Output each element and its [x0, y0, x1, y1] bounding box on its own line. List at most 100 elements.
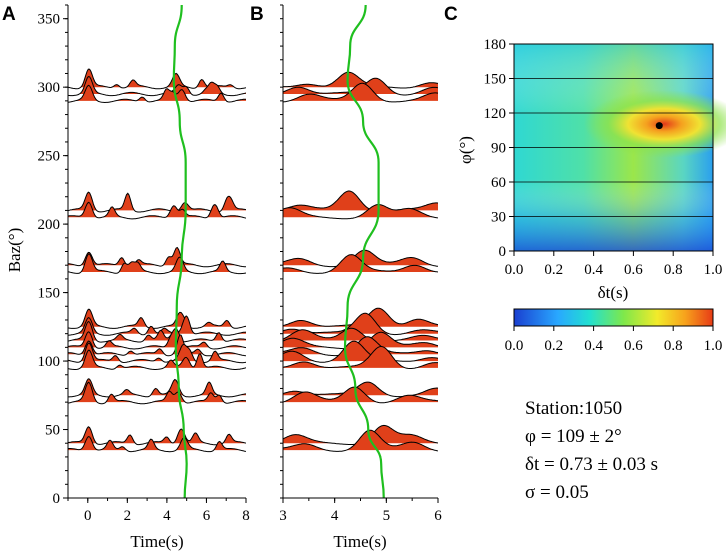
panel-b-fast-curve: [343, 5, 385, 498]
y-tick-label: 50: [45, 423, 60, 439]
trace-line: [68, 246, 246, 268]
sigma-value: σ = 0.05: [525, 482, 589, 503]
trace-line: [68, 308, 246, 329]
phi-value: φ = 109 ± 2°: [525, 426, 622, 447]
trace-line: [68, 315, 246, 336]
panel-a: 0 2 4 6 8 0 50 100 150 200 250 300 350 Baz(°) Time(s…: [5, 4, 250, 551]
station-label: Station:1050: [525, 398, 622, 419]
trace-line: [68, 320, 246, 343]
trace-fill: [68, 202, 246, 218]
colorbar-ticks: 0.0 0.2 0.4 0.6 0.8 1.0: [505, 326, 723, 354]
x-tick-label: 0.6: [624, 262, 643, 278]
trace-line: [283, 203, 438, 220]
trace-fill: [283, 328, 438, 341]
trace-fill: [283, 382, 438, 396]
trace-fill: [283, 250, 438, 266]
y-tick-label: 60: [491, 175, 506, 191]
stats-block: Station:1050 φ = 109 ± 2° δt = 0.73 ± 0.…: [525, 398, 658, 503]
x-tick-label: 6: [434, 508, 442, 524]
trace-line: [283, 386, 438, 404]
trace-line: [283, 71, 438, 89]
trace-fill: [68, 85, 246, 101]
trace-line: [68, 84, 246, 104]
x-tick-label: 1.0: [704, 262, 723, 278]
y-tick-label: 150: [484, 72, 507, 88]
y-tick-label: 180: [484, 37, 507, 53]
y-tick-label: 0: [499, 244, 507, 260]
y-tick-label: 0: [53, 491, 61, 507]
trace-fill: [68, 436, 246, 451]
colorbar-tick-label: 0.2: [544, 338, 563, 354]
panel-letter-a: A: [2, 4, 16, 25]
y-tick-label: 100: [38, 354, 61, 370]
trace-line: [283, 346, 438, 369]
trace-fill: [68, 378, 246, 396]
dt-value: δt = 0.73 ± 0.03 s: [525, 454, 658, 475]
y-tick-label: 30: [491, 210, 506, 226]
trace-line: [68, 349, 246, 370]
colorbar-tick-label: 0.6: [624, 338, 643, 354]
trace-line: [68, 381, 246, 405]
panel-a-traces: [68, 68, 246, 453]
panel-b-x-title: Time(s): [333, 532, 386, 551]
trace-fill: [283, 346, 438, 368]
trace-fill: [283, 425, 438, 444]
panel-b: 3 4 5 6 Time(s): [279, 4, 442, 551]
panel-a-y-title: Baz(°): [5, 228, 24, 273]
colorbar-tick-label: 0.8: [664, 338, 683, 354]
trace-line: [283, 429, 438, 452]
y-tick-label: 200: [38, 217, 61, 233]
x-tick-label: 0.4: [584, 262, 603, 278]
panel-a-ticks: 0 2 4 6 8 0 50 100 150 200 250 300 350: [38, 4, 250, 524]
y-tick-label: 120: [484, 106, 507, 122]
panel-a-x-title: Time(s): [130, 532, 183, 551]
trace-line: [68, 253, 246, 275]
x-tick-label: 2: [124, 508, 132, 524]
trace-line: [68, 342, 246, 364]
best-fit-point: [655, 122, 663, 130]
trace-fill: [68, 69, 246, 88]
colorbar-tick-label: 1.0: [704, 338, 723, 354]
x-tick-label: 0: [84, 508, 92, 524]
panel-a-fast-curve: [172, 5, 188, 498]
colorbar-tick-label: 0.0: [505, 338, 524, 354]
trace-fill: [68, 309, 246, 327]
x-tick-label: 0.0: [505, 262, 524, 278]
y-tick-label: 350: [38, 12, 61, 28]
trace-fill: [283, 72, 438, 88]
trace-fill: [283, 313, 438, 334]
panel-c-x-title: δt(s): [598, 283, 629, 302]
trace-line: [68, 436, 246, 453]
trace-line: [283, 327, 438, 343]
panel-b-ticks: 3 4 5 6: [279, 4, 442, 524]
x-tick-label: 8: [242, 508, 250, 524]
trace-line: [283, 336, 438, 357]
colorbar-tick-label: 0.4: [584, 338, 603, 354]
x-tick-label: 4: [163, 508, 171, 524]
x-tick-label: 0.8: [664, 262, 683, 278]
y-tick-label: 300: [38, 80, 61, 96]
trace-line: [68, 201, 246, 220]
x-tick-label: 0.2: [544, 262, 563, 278]
x-tick-label: 5: [383, 508, 391, 524]
trace-fill: [68, 350, 246, 368]
trace-fill: [68, 382, 246, 403]
panel-c-ticks: 0 30 60 90 120 150 180 0.0 0.2 0.4 0.6 0.8 1.0: [484, 37, 723, 278]
panel-c-y-title: φ(°): [456, 136, 475, 164]
trace-line: [283, 340, 438, 363]
heatmap-gridlines: [514, 78, 713, 217]
y-tick-label: 150: [38, 286, 61, 302]
trace-fill: [283, 332, 438, 348]
panel-letter-b: B: [250, 4, 264, 25]
y-tick-label: 250: [38, 149, 61, 165]
x-tick-label: 4: [331, 508, 339, 524]
trace-fill: [283, 341, 438, 362]
y-tick-label: 90: [491, 141, 506, 157]
x-tick-label: 6: [203, 508, 211, 524]
trace-line: [68, 76, 246, 97]
panel-b-traces: [283, 71, 438, 452]
trace-line: [283, 82, 438, 103]
trace-line: [283, 249, 438, 268]
